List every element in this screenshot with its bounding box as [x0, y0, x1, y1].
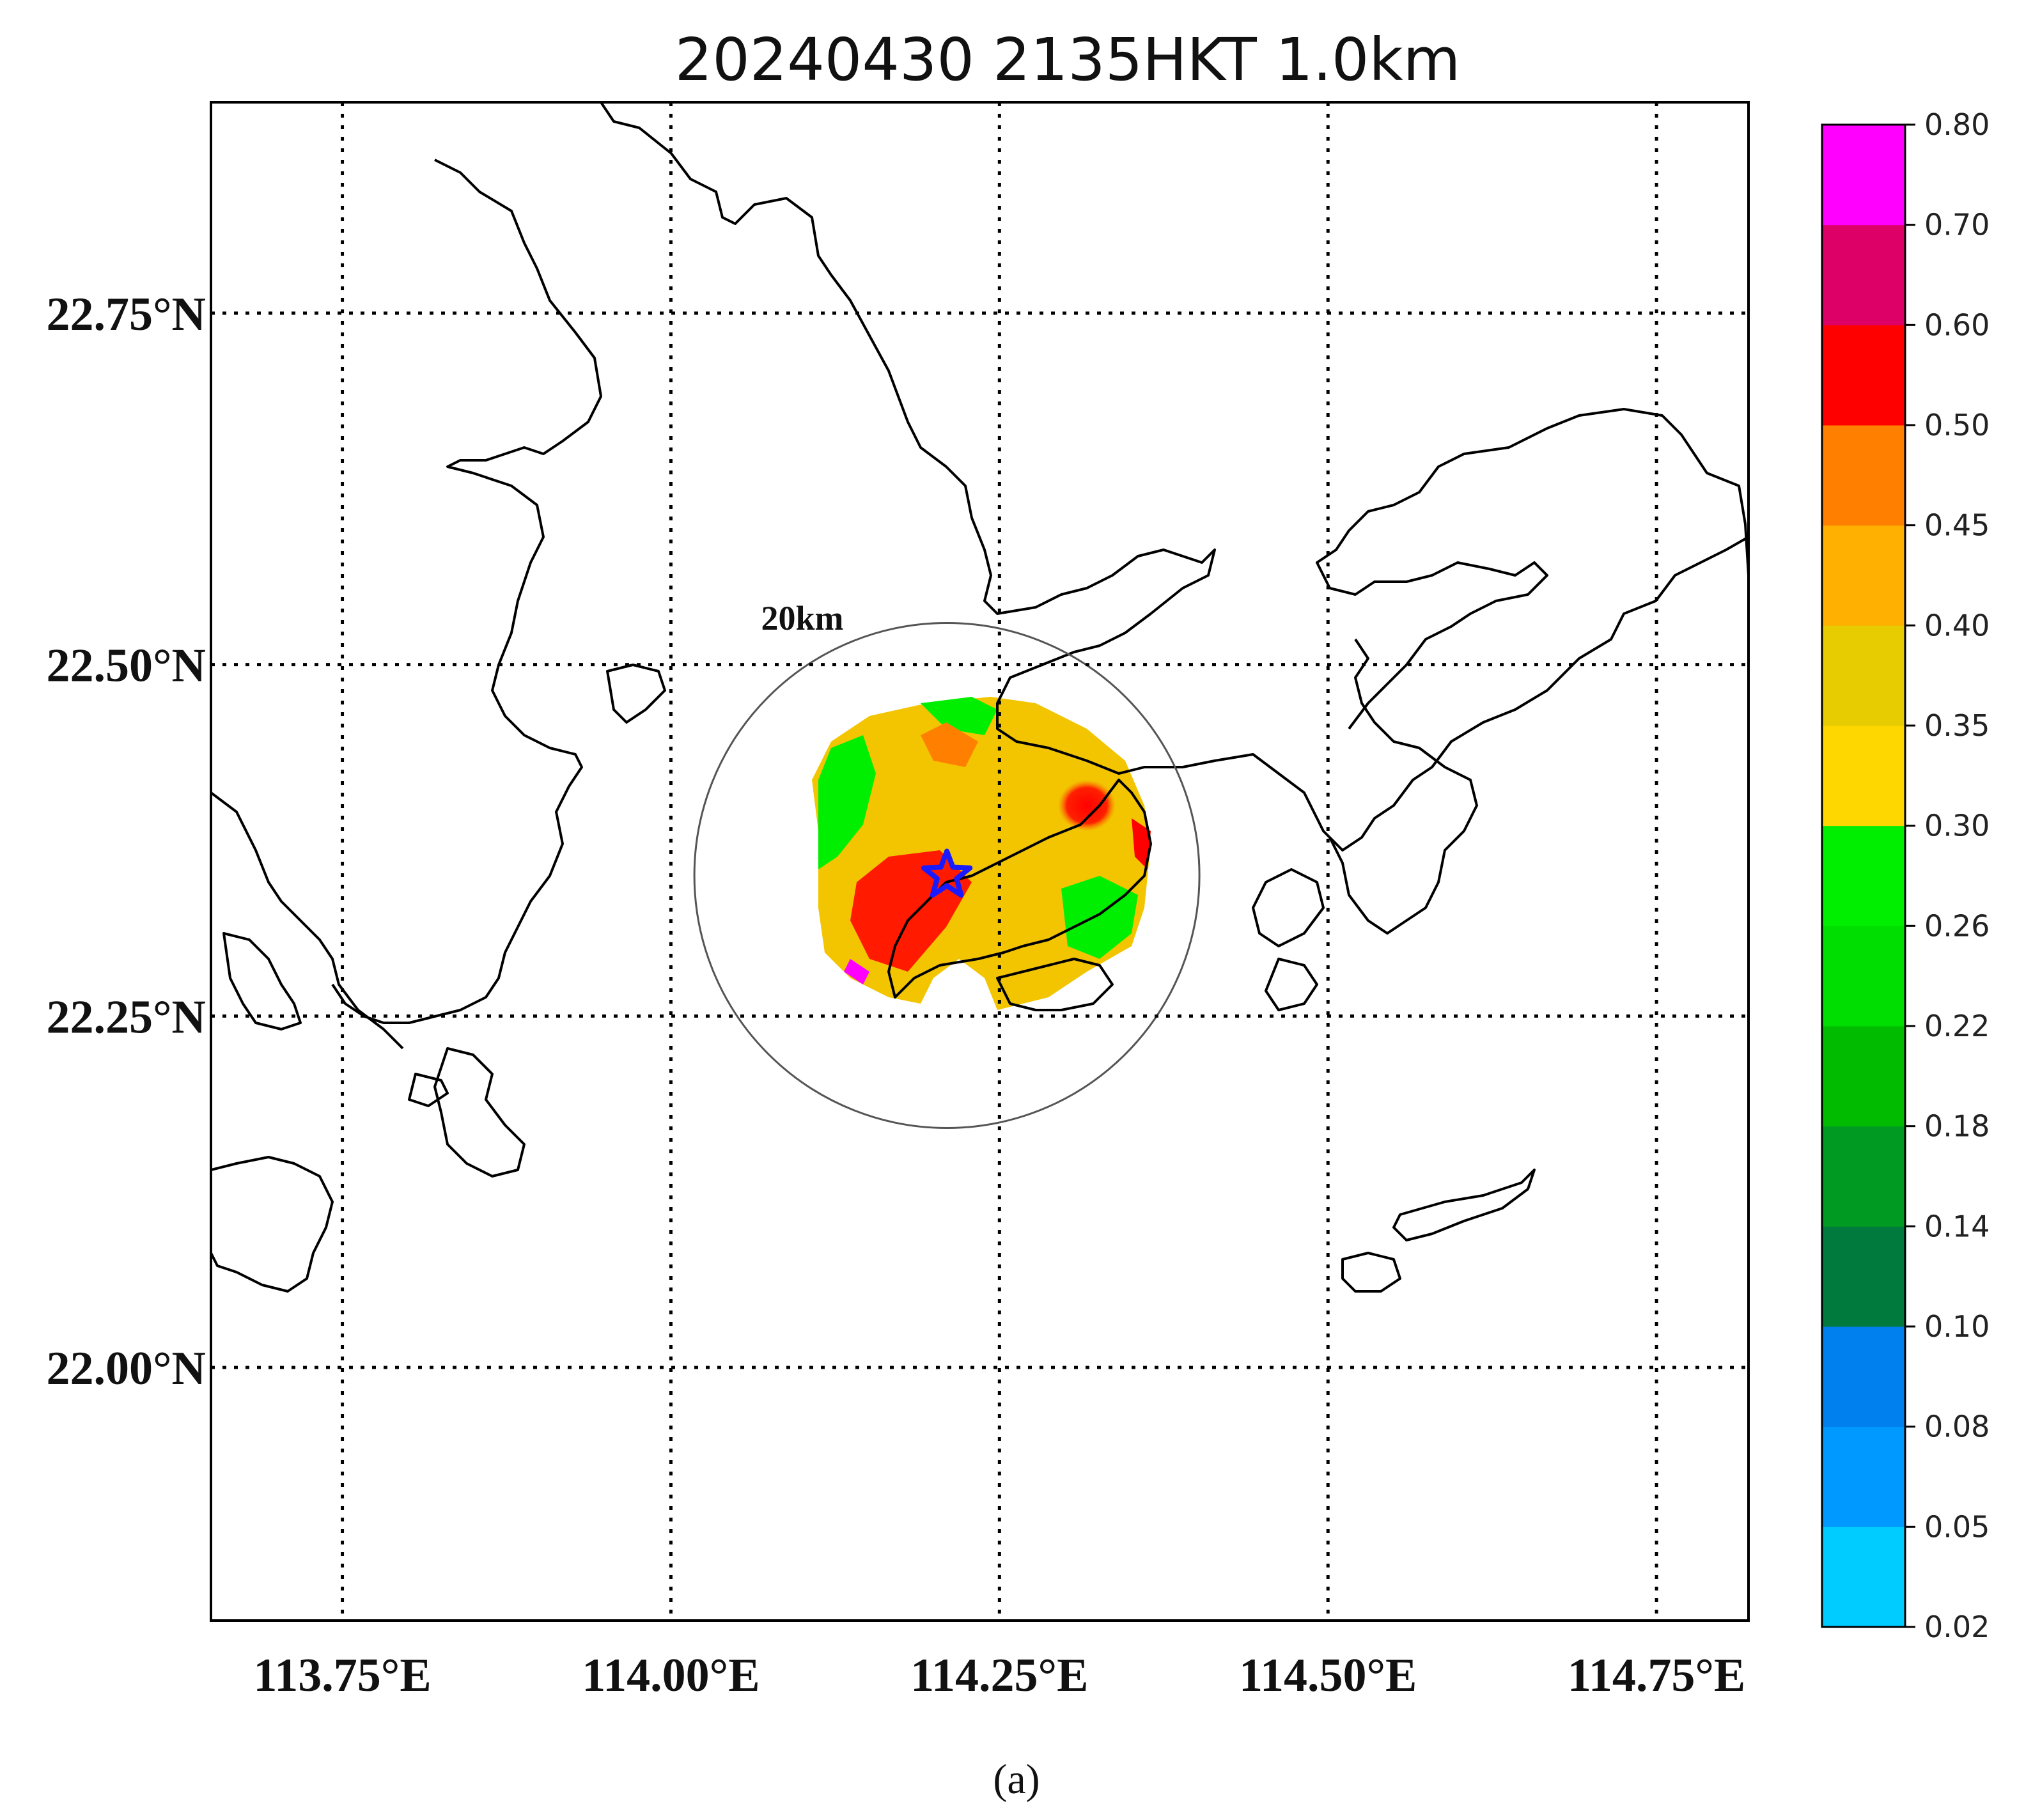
colorbar-frame: [1821, 123, 1906, 1628]
colorbar-tick-label-5: 0.18: [1924, 1109, 1990, 1144]
coastline-island-south-west: [211, 1156, 334, 1293]
colorbar-tick-label-6: 0.22: [1924, 1009, 1990, 1043]
radar-field-red-east: [1058, 780, 1116, 831]
latitude-labels: 22.75°N 22.50°N 22.25°N 22.00°N: [46, 288, 206, 1395]
coastline-island-southeast-small: [1341, 1252, 1401, 1293]
colorbar-tick-label-10: 0.40: [1924, 608, 1990, 642]
colorbar-tick-label-11: 0.45: [1924, 508, 1990, 543]
map-area: [211, 102, 1749, 1621]
colorbar-segment-6: [1822, 926, 1905, 1027]
colorbar-segment-10: [1822, 525, 1905, 626]
colorbar-tick-label-7: 0.26: [1924, 908, 1990, 943]
radar-field-green-southeast: [1061, 876, 1138, 959]
coastlines: [211, 102, 1749, 1293]
colorbar-tick-label-13: 0.60: [1924, 307, 1990, 342]
colorbar-segment-9: [1822, 625, 1905, 726]
colorbar-tick-label-14: 0.70: [1924, 208, 1990, 242]
coastline-island-southeast-long: [1392, 1169, 1536, 1241]
colorbar-segment-5: [1822, 1026, 1905, 1127]
lat-tick-label-3: 22.00°N: [46, 1342, 206, 1395]
coastline-pearl-river-west: [331, 159, 602, 1024]
lon-tick-label-3: 114.50°E: [1239, 1649, 1417, 1702]
coastline-mainland-east: [600, 102, 1749, 852]
coastline-northeast-peninsula: [1316, 408, 1749, 730]
colorbar-tick-label-9: 0.35: [1924, 708, 1990, 743]
coastline-island-west: [222, 932, 302, 1031]
colorbar-segment-12: [1822, 325, 1905, 426]
colorbar-segment-14: [1822, 125, 1905, 226]
lat-tick-label-2: 22.25°N: [46, 991, 206, 1043]
colorbar-segment-0: [1822, 1527, 1905, 1628]
colorbar-tick-label-4: 0.14: [1924, 1209, 1990, 1243]
colorbar-segment-11: [1822, 425, 1905, 526]
colorbar-segment-13: [1822, 224, 1905, 325]
coastline-island-sai-kung: [1252, 868, 1325, 947]
colorbar-tick-label-12: 0.50: [1924, 408, 1990, 442]
figure-caption: (a): [993, 1756, 1040, 1803]
colorbar-tick-label-15: 0.80: [1924, 107, 1990, 142]
longitude-labels: 113.75°E 114.00°E 114.25°E 114.50°E 114.75°E: [253, 1649, 1745, 1702]
colorbar-tick-label-3: 0.10: [1924, 1309, 1990, 1344]
radar-field-green-north: [921, 697, 997, 735]
colorbar-segment-3: [1822, 1226, 1905, 1327]
gridlines: [211, 102, 1749, 1621]
coastline-hk-island: [996, 958, 1114, 1011]
lon-tick-label-4: 114.75°E: [1568, 1649, 1745, 1702]
coastline-sai-kung: [1328, 638, 1478, 935]
coastline-islet-southwest: [408, 1073, 449, 1107]
range-ring-20km: [693, 621, 1201, 1129]
colorbar-tick-label-8: 0.30: [1924, 809, 1990, 843]
range-ring-label: 20km: [761, 599, 843, 637]
colorbar-segment-7: [1822, 825, 1905, 926]
lat-tick-label-0: 22.75°N: [46, 288, 206, 341]
radar-field-red-edge: [1132, 818, 1151, 869]
coastline-island-southwest: [433, 1047, 526, 1178]
lon-tick-label-0: 113.75°E: [253, 1649, 431, 1702]
lat-tick-label-1: 22.50°N: [46, 640, 206, 692]
colorbar-tick-label-1: 0.05: [1924, 1509, 1990, 1544]
colorbar-segment-2: [1822, 1326, 1905, 1427]
coastline-island-small: [1265, 958, 1318, 1011]
colorbar-tick-label-2: 0.08: [1924, 1410, 1990, 1444]
star-icon: [921, 848, 973, 898]
colorbar-segment-4: [1822, 1126, 1905, 1227]
radar-field-green-west: [818, 735, 876, 869]
colorbar: 0.02 0.05 0.08 0.10 0.14 0.18 0.22 0.26 0.30 0.35…: [1821, 107, 1990, 1644]
radar-field-orange-north: [921, 722, 978, 767]
colorbar-segment-8: [1822, 726, 1905, 827]
radar-field-red-southwest: [850, 850, 972, 972]
coastline-far-west: [211, 791, 404, 1050]
radar-field: [812, 697, 1151, 1010]
colorbar-tick-label-0: 0.02: [1924, 1610, 1990, 1644]
radar-field-magenta-spot: [844, 959, 869, 984]
colorbar-segment-1: [1822, 1426, 1905, 1527]
lon-tick-label-1: 114.00°E: [582, 1649, 759, 1702]
lon-tick-label-2: 114.25°E: [910, 1649, 1088, 1702]
chart-title: 20240430 2135HKT 1.0km: [675, 26, 1461, 94]
